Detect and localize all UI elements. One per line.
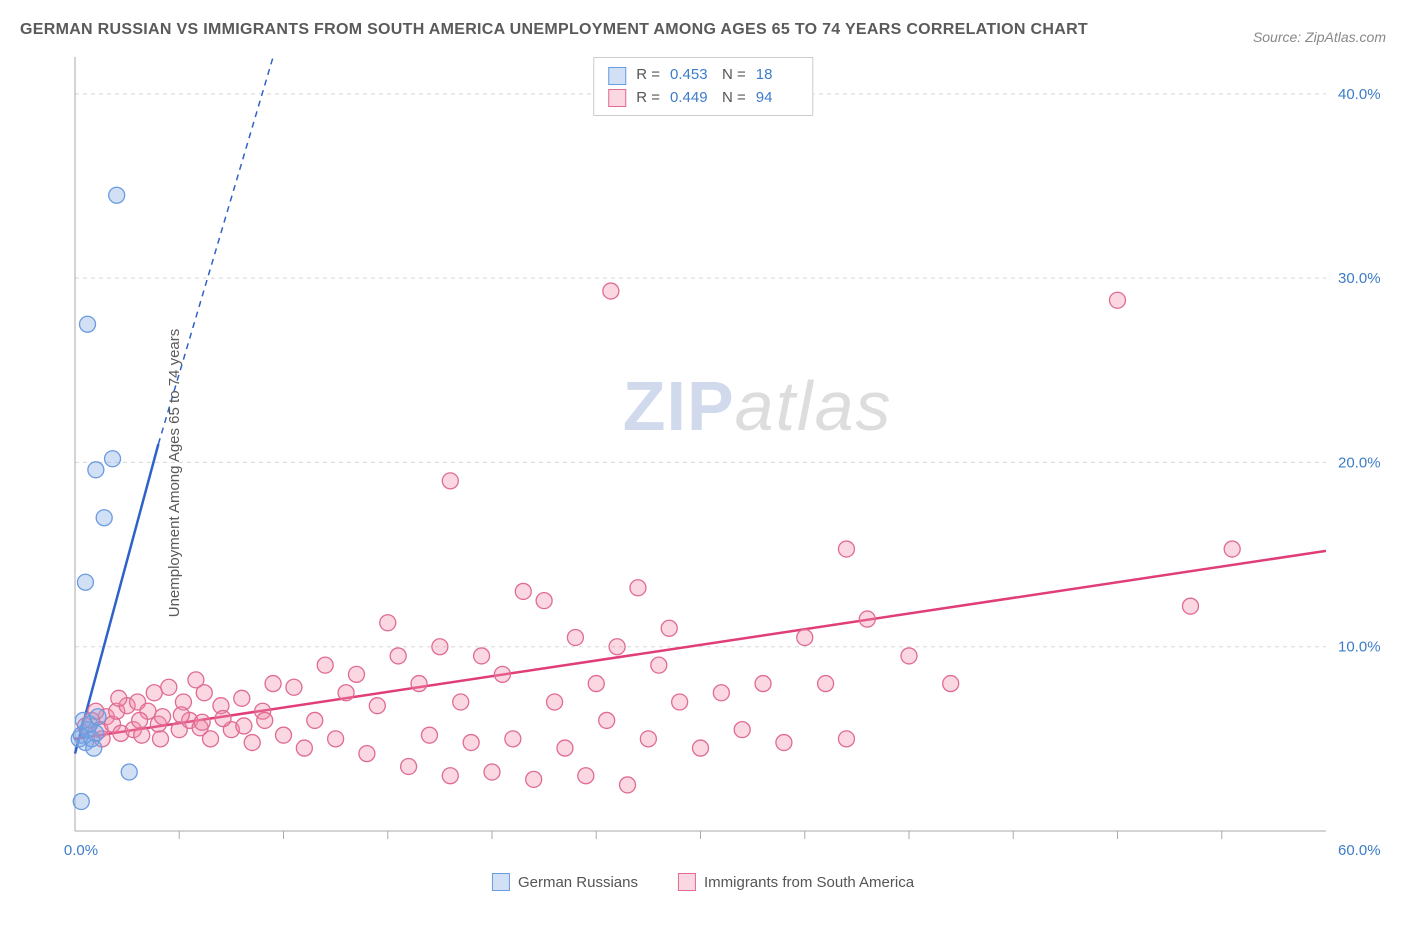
svg-text:60.0%: 60.0% — [1338, 842, 1381, 859]
scatter-plot-svg: 10.0% 20.0% 30.0% 40.0% 0.0% 60.0% — [20, 53, 1386, 865]
svg-text:40.0%: 40.0% — [1338, 86, 1381, 103]
stats-legend: R = 0.453 N = 18 R = 0.449 N = 94 — [593, 57, 813, 116]
bottom-legend-item-1: Immigrants from South America — [678, 873, 914, 891]
legend-r-value-0: 0.453 — [670, 64, 712, 87]
stats-legend-row-1: R = 0.449 N = 94 — [608, 87, 798, 110]
chart-area: Unemployment Among Ages 65 to 74 years 1… — [20, 53, 1386, 893]
chart-title: GERMAN RUSSIAN VS IMMIGRANTS FROM SOUTH … — [20, 15, 1088, 45]
bottom-legend: German Russians Immigrants from South Am… — [492, 873, 914, 891]
legend-n-value-0: 18 — [756, 64, 798, 87]
legend-swatch-0 — [608, 67, 626, 85]
legend-n-label: N = — [722, 87, 746, 110]
legend-n-value-1: 94 — [756, 87, 798, 110]
bottom-legend-swatch-1 — [678, 873, 696, 891]
bottom-legend-swatch-0 — [492, 873, 510, 891]
bottom-legend-label-0: German Russians — [518, 874, 638, 891]
svg-text:20.0%: 20.0% — [1338, 455, 1381, 472]
svg-text:0.0%: 0.0% — [64, 842, 98, 859]
legend-r-value-1: 0.449 — [670, 87, 712, 110]
legend-r-label: R = — [636, 87, 660, 110]
legend-n-label: N = — [722, 64, 746, 87]
svg-text:30.0%: 30.0% — [1338, 271, 1381, 288]
header: GERMAN RUSSIAN VS IMMIGRANTS FROM SOUTH … — [20, 15, 1386, 45]
bottom-legend-item-0: German Russians — [492, 873, 638, 891]
legend-swatch-1 — [608, 89, 626, 107]
bottom-legend-label-1: Immigrants from South America — [704, 874, 914, 891]
source-label: Source: ZipAtlas.com — [1253, 29, 1386, 45]
legend-r-label: R = — [636, 64, 660, 87]
stats-legend-row-0: R = 0.453 N = 18 — [608, 64, 798, 87]
y-axis-label: Unemployment Among Ages 65 to 74 years — [166, 329, 183, 618]
svg-text:10.0%: 10.0% — [1338, 639, 1381, 656]
